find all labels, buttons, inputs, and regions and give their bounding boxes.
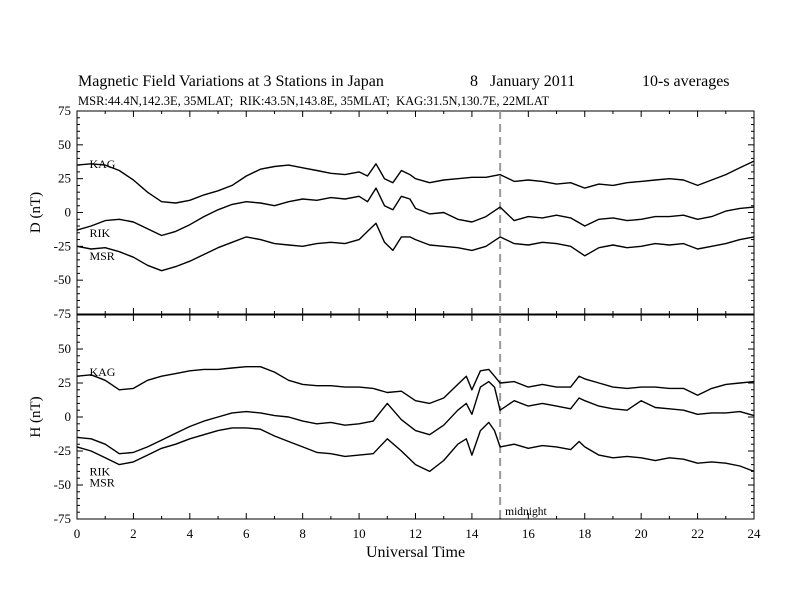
d-series-msr xyxy=(76,222,755,272)
h-series-kag xyxy=(76,366,755,405)
d-series-label-kag: KAG xyxy=(89,157,115,171)
d-ylabel: D (nT) xyxy=(28,192,44,233)
midnight-label: midnight xyxy=(505,506,547,518)
chart-date: 8 January 2011 xyxy=(470,73,576,90)
d-series-label-rik: RIK xyxy=(89,226,110,240)
d-panel-frame xyxy=(76,110,755,315)
xtick-label: 22 xyxy=(691,526,704,541)
h-series-rik xyxy=(76,380,755,455)
h-series-label-rik: RIK xyxy=(89,464,110,478)
h-ytick-label: 50 xyxy=(58,341,71,356)
h-ytick-label: 0 xyxy=(65,409,72,424)
xtick-label: 20 xyxy=(635,526,648,541)
h-series-label-kag: KAG xyxy=(89,365,115,379)
xtick-label: 0 xyxy=(74,526,81,541)
stations-subtitle: MSR:44.4N,142.3E, 35MLAT; RIK:43.5N,143.… xyxy=(78,94,550,108)
xtick-label: 14 xyxy=(465,526,479,541)
d-ytick-label: 50 xyxy=(58,137,71,152)
h-ytick-label: -25 xyxy=(54,443,71,458)
xtick-label: 2 xyxy=(130,526,137,541)
d-ytick-label: -50 xyxy=(54,272,71,287)
h-ytick-label: 25 xyxy=(58,375,71,390)
d-series-rik xyxy=(76,187,755,237)
d-ytick-label: 0 xyxy=(65,205,72,220)
d-series-label-msr: MSR xyxy=(89,249,114,263)
xtick-label: 16 xyxy=(522,526,536,541)
h-ytick-label: -75 xyxy=(54,511,71,526)
xtick-label: 18 xyxy=(578,526,591,541)
xtick-label: 24 xyxy=(748,526,762,541)
xtick-label: 10 xyxy=(353,526,366,541)
xtick-label: 4 xyxy=(187,526,194,541)
h-series-msr xyxy=(76,421,755,473)
chart-title: Magnetic Field Variations at 3 Stations … xyxy=(78,73,384,90)
chart-averaging: 10-s averages xyxy=(642,73,730,90)
d-series-kag xyxy=(76,160,755,204)
xtick-label: 8 xyxy=(299,526,306,541)
xtick-label: 6 xyxy=(243,526,250,541)
h-panel-frame xyxy=(76,314,755,520)
h-series-label-msr: MSR xyxy=(89,475,114,489)
h-ytick-label: -50 xyxy=(54,477,71,492)
xlabel: Universal Time xyxy=(366,544,465,561)
h-ylabel: H (nT) xyxy=(28,396,44,437)
d-ytick-label: 25 xyxy=(58,171,71,186)
xtick-label: 12 xyxy=(409,526,422,541)
d-ytick-label: -25 xyxy=(54,238,71,253)
d-ytick-label: -75 xyxy=(54,306,71,321)
d-ytick-label: 75 xyxy=(58,103,71,118)
